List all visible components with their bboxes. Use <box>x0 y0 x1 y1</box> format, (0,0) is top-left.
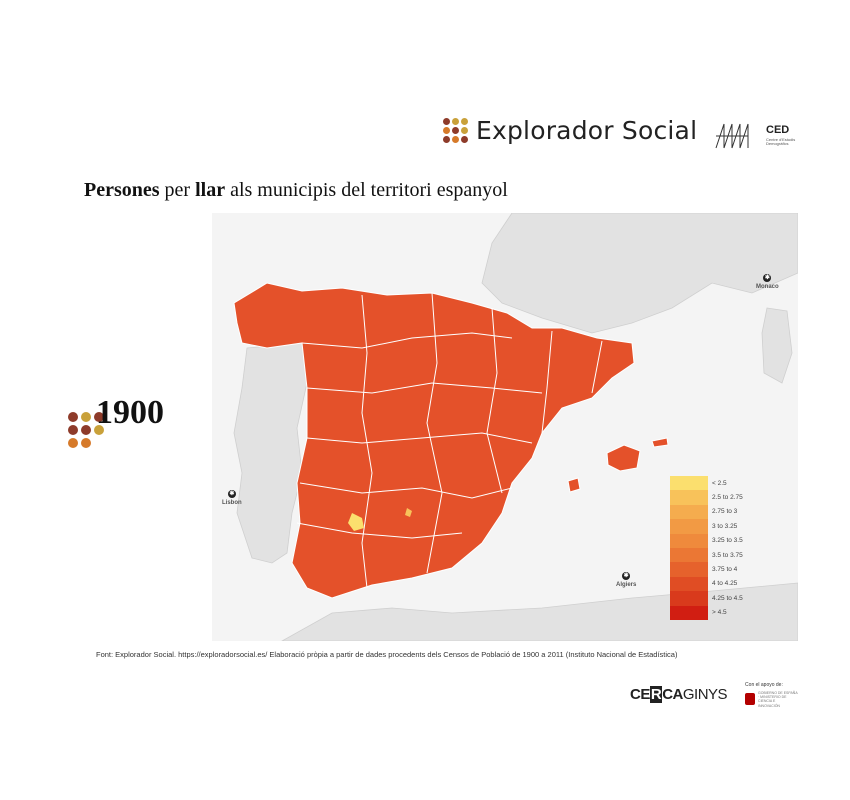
year-dot <box>94 412 104 422</box>
legend-label: 3.5 to 3.75 <box>712 551 743 559</box>
mallorca-island <box>606 444 641 472</box>
brand-dot <box>443 127 450 134</box>
brand-dot <box>452 118 459 125</box>
legend-item: 4.25 to 4.5 <box>670 591 770 606</box>
legend-swatch <box>670 605 708 620</box>
year-dot <box>81 438 91 448</box>
footer-logos: CERCAGINYS Con el apoyo de: GOBIERNO DE … <box>630 682 798 708</box>
city-monaco: ✱ Monaco <box>756 274 779 290</box>
low-value-area <box>405 508 412 517</box>
ced-mark-icon <box>715 123 749 149</box>
legend-item: 3 to 3.25 <box>670 519 770 534</box>
legend-label: < 2.5 <box>712 479 727 487</box>
cerca-part: CE <box>630 686 650 704</box>
province-borders <box>296 292 603 589</box>
ced-name: CED <box>766 123 790 136</box>
menorca-island <box>651 437 669 448</box>
city-algiers: ✱ Algiers <box>616 572 636 588</box>
brand-dot <box>461 136 468 143</box>
legend-label: 2.75 to 3 <box>712 508 738 516</box>
ibiza-island <box>567 477 581 493</box>
legend-swatch <box>670 476 708 491</box>
legend-label: 4.25 to 4.5 <box>712 594 743 602</box>
ced-logo: CED Centre d'Estudis Demogràfics <box>714 120 800 150</box>
legend-label: > 4.5 <box>712 609 727 617</box>
legend-item: 2.5 to 2.75 <box>670 490 770 505</box>
legend-label: 3.75 to 4 <box>712 566 738 574</box>
year-dot <box>94 425 104 435</box>
year-dots-icon <box>68 412 104 448</box>
year-dot <box>81 425 91 435</box>
cerca-part: R <box>649 686 663 704</box>
title-part-rest: als municipis del territori espanyol <box>225 179 508 201</box>
portugal-landmass <box>233 342 308 564</box>
title-part-llar: llar <box>195 179 226 201</box>
year-block: 1900 <box>68 394 164 448</box>
title-part-per: per <box>159 179 196 201</box>
low-value-area <box>348 513 364 531</box>
brand-dot <box>443 136 450 143</box>
brand-dot <box>443 118 450 125</box>
government-seal-icon <box>745 693 756 706</box>
legend-swatch <box>670 562 708 577</box>
legend-label: 4 to 4.25 <box>712 580 738 588</box>
city-label: Monaco <box>756 284 779 290</box>
legend-label: 2.5 to 2.75 <box>712 494 743 502</box>
legend-item: 3.5 to 3.75 <box>670 547 770 563</box>
star-circle-icon: ✱ <box>622 572 631 580</box>
legend-label: 3.25 to 3.5 <box>712 537 743 545</box>
source-note: Font: Explorador Social. https://explora… <box>96 650 678 659</box>
cerca-part: CA <box>662 686 683 704</box>
city-label: Lisbon <box>222 500 242 506</box>
legend-swatch <box>670 504 708 520</box>
star-circle-icon: ✱ <box>227 490 236 498</box>
support-block: Con el apoyo de: GOBIERNO DE ESPAÑA · MI… <box>745 682 798 708</box>
cercaginys-logo: CERCAGINYS <box>630 686 728 704</box>
brand-dot <box>452 136 459 143</box>
legend-item: 3.25 to 3.5 <box>670 533 770 548</box>
north-africa-landmass <box>281 582 798 641</box>
spain-choropleth <box>233 282 635 599</box>
city-label: Algiers <box>616 582 637 588</box>
year-dot <box>68 412 78 422</box>
legend-item: > 4.5 <box>670 605 770 620</box>
brand-dots-icon <box>443 118 468 143</box>
legend-swatch <box>670 591 708 606</box>
legend-swatch <box>670 576 708 592</box>
year-label: 1900 <box>96 394 164 431</box>
brand-dot <box>461 127 468 134</box>
legend-item: 4 to 4.25 <box>670 576 770 592</box>
brand-name: Explorador Social <box>476 116 698 145</box>
city-lisbon: ✱ Lisbon <box>222 490 242 506</box>
map-panel <box>212 213 798 641</box>
legend-swatch <box>670 519 708 534</box>
star-circle-icon: ✱ <box>763 274 772 282</box>
legend-swatch <box>670 533 708 548</box>
year-dot <box>68 438 78 448</box>
legend-item: < 2.5 <box>670 476 770 491</box>
cerca-part: GINYS <box>682 686 728 704</box>
legend-label: 3 to 3.25 <box>712 522 738 530</box>
legend-swatch <box>670 547 708 563</box>
sardinia-landmass <box>761 307 793 384</box>
legend-item: 3.75 to 4 <box>670 562 770 577</box>
brand-dot <box>461 118 468 125</box>
ced-subtitle: Centre d'Estudis Demogràfics <box>766 136 796 146</box>
title-part-persones: Persones <box>84 179 160 201</box>
map-legend: < 2.5 2.5 to 2.75 2.75 to 3 3 to 3.25 3.25 t… <box>670 476 770 620</box>
legend-item: 2.75 to 3 <box>670 504 770 520</box>
brand-dot <box>452 127 459 134</box>
map-canvas <box>212 213 798 641</box>
explorador-social-logo: Explorador Social <box>443 116 697 145</box>
page-title: Persones per llar als municipis del terr… <box>84 179 508 202</box>
year-dot <box>81 412 91 422</box>
support-label: Con el apoyo de: <box>745 682 783 688</box>
france-landmass <box>481 213 798 334</box>
year-dot <box>68 425 78 435</box>
seal-text: GOBIERNO DE ESPAÑA · MINISTERIO DE CIENC… <box>758 691 798 708</box>
legend-swatch <box>670 490 708 505</box>
